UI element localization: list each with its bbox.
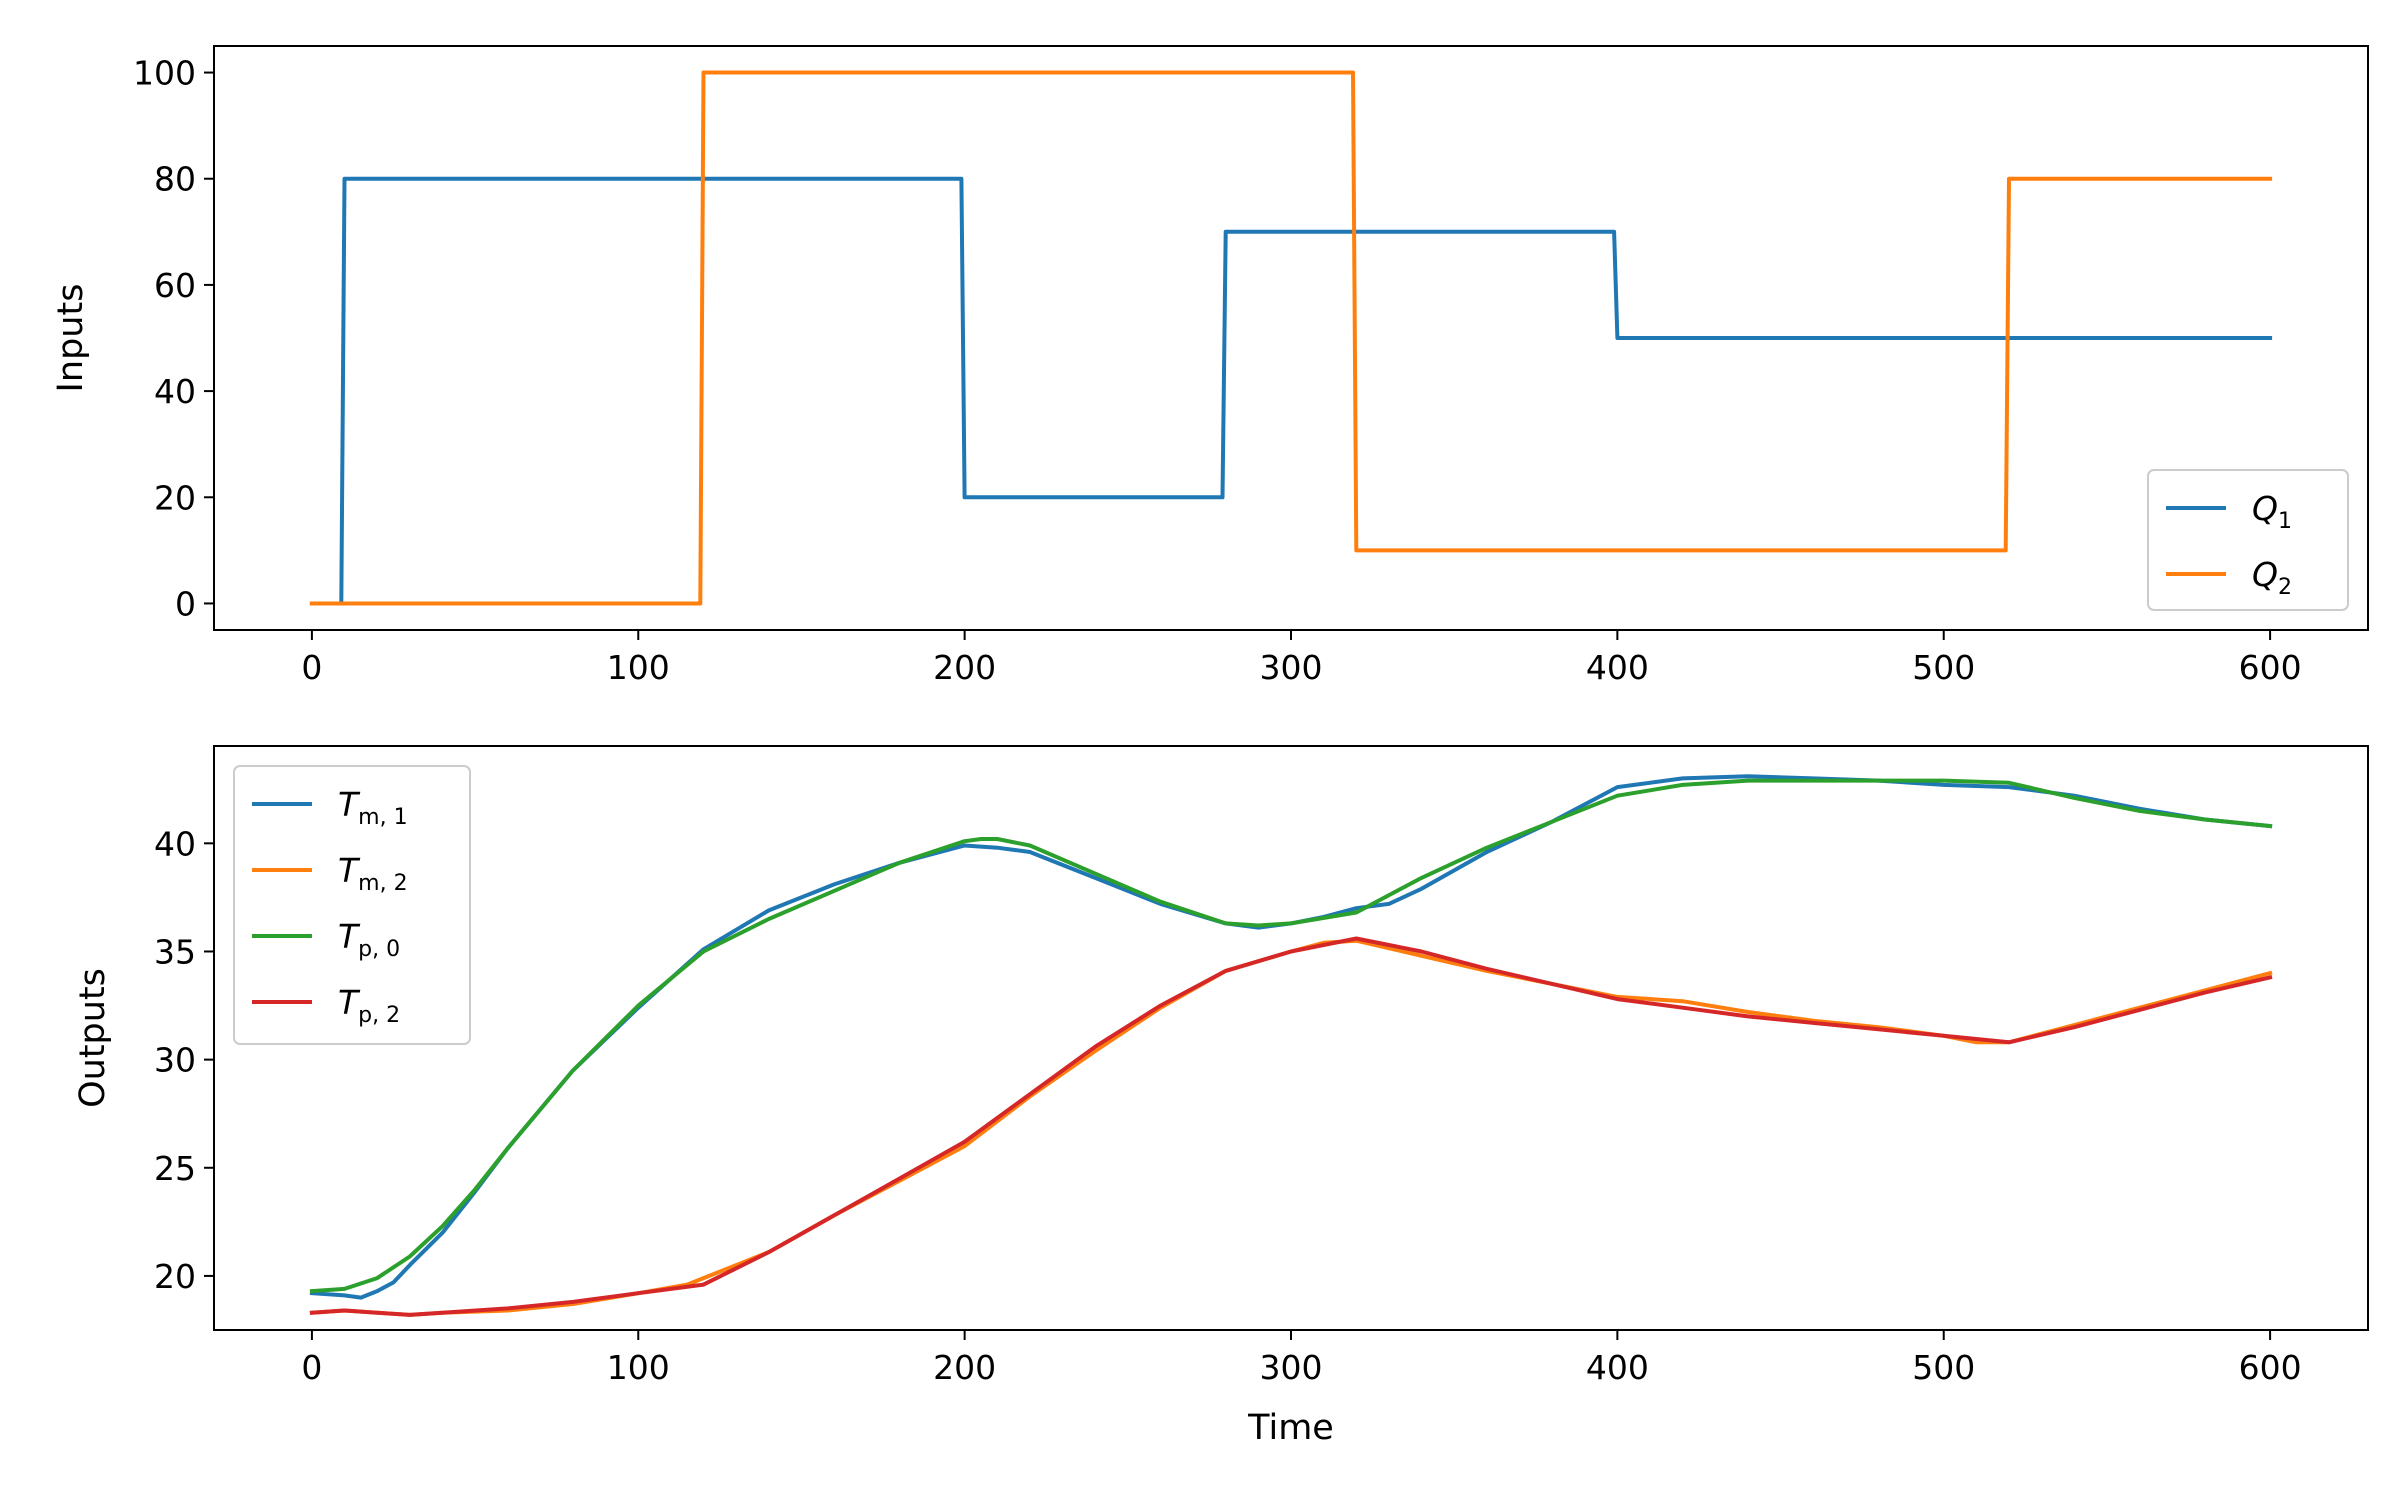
- outputs-legend-label-subscript: p, 2: [358, 1003, 400, 1028]
- inputs-x-tick-label: 600: [2239, 648, 2302, 687]
- inputs-legend-label: Q2: [2252, 555, 2292, 600]
- outputs-y-axis-label: Outputs: [73, 968, 113, 1108]
- inputs-x-tick-label: 500: [1912, 648, 1975, 687]
- outputs-x-axis-label: Time: [1247, 1408, 1334, 1448]
- inputs-legend-box: [2147, 469, 2349, 611]
- outputs-legend-label-subscript: m, 1: [358, 805, 407, 830]
- outputs-series-layer: [309, 774, 2273, 1317]
- outputs-y-tick-label: 30: [154, 1041, 196, 1080]
- outputs-x-tick-label: 200: [933, 1348, 996, 1387]
- outputs-legend-box: [233, 765, 471, 1045]
- inputs-x-tick-label: 300: [1260, 648, 1323, 687]
- outputs-y-tick-label: 25: [154, 1149, 196, 1188]
- inputs-y-tick-label: 40: [154, 372, 196, 411]
- outputs-y-tick-label: 20: [154, 1257, 196, 1296]
- inputs-y-tick-label: 80: [154, 160, 196, 199]
- inputs-y-tick-label: 20: [154, 478, 196, 517]
- inputs-legend-item: Q2: [2166, 555, 2292, 600]
- inputs-legend-label-subscript: 2: [2278, 575, 2292, 600]
- inputs-y-ticks: 0 20 40 60 80 100: [133, 54, 214, 623]
- outputs-x-tick-label: 300: [1260, 1348, 1323, 1387]
- inputs-y-tick-label: 60: [154, 266, 196, 305]
- outputs-y-ticks: 20 25 30 35 40: [154, 824, 214, 1296]
- inputs-x-tick-label: 100: [607, 648, 670, 687]
- outputs-x-tick-label: 500: [1912, 1348, 1975, 1387]
- outputs-panel: 0 100 200 300 400 500 600 20 25 30 35 40 Outputs T…: [73, 745, 2369, 1448]
- inputs-x-tick-label: 400: [1586, 648, 1649, 687]
- outputs-x-tick-label: 600: [2239, 1348, 2302, 1387]
- inputs-y-tick-label: 100: [133, 54, 196, 93]
- inputs-x-tick-label: 0: [301, 648, 322, 687]
- inputs-y-axis-label: Inputs: [51, 284, 91, 393]
- outputs-x-tick-label: 400: [1586, 1348, 1649, 1387]
- inputs-series-line-2: [309, 70, 2273, 606]
- outputs-series-line-4: [309, 936, 2273, 1317]
- outputs-x-tick-label: 100: [607, 1348, 670, 1387]
- inputs-legend-label-subscript: 1: [2278, 509, 2292, 534]
- inputs-series-layer: [309, 70, 2273, 606]
- outputs-legend-label-subscript: m, 2: [358, 871, 407, 896]
- outputs-series-line-3: [309, 778, 2273, 1294]
- outputs-y-tick-label: 40: [154, 824, 196, 863]
- inputs-y-tick-label: 0: [175, 584, 196, 623]
- inputs-series-line-1: [309, 176, 2273, 606]
- outputs-x-tick-label: 0: [301, 1348, 322, 1387]
- outputs-legend: Tm, 1Tm, 2Tp, 0Tp, 2: [233, 765, 471, 1045]
- outputs-y-tick-label: 35: [154, 932, 196, 971]
- inputs-x-ticks: 0 100 200 300 400 500 600: [301, 630, 2302, 687]
- outputs-x-ticks: 0 100 200 300 400 500 600: [301, 1330, 2302, 1387]
- outputs-legend-label-subscript: p, 0: [358, 937, 400, 962]
- inputs-x-tick-label: 200: [933, 648, 996, 687]
